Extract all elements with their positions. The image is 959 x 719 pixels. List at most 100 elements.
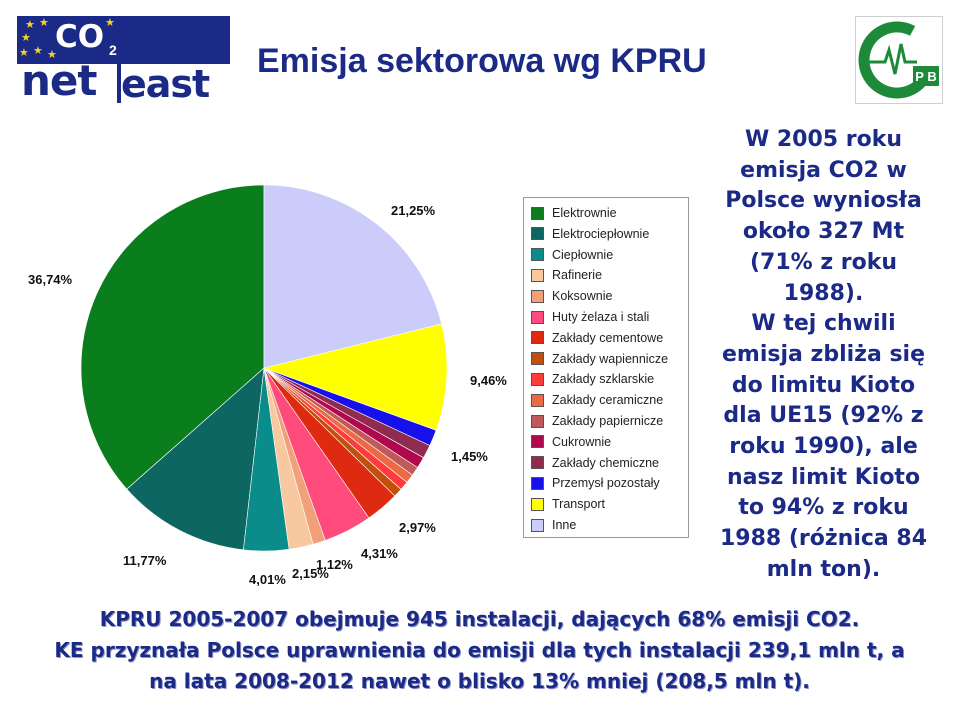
legend-item-zaklady-cementowe: Zakłady cementowe [531,330,663,346]
pie-slices [80,184,448,552]
side-note-line: 1988 (różnica 84 [719,526,928,552]
legend-item-elektrownie: Elektrownie [531,205,617,221]
logo-co2-text: CO [55,19,105,55]
side-note-line: W tej chwili [751,311,896,337]
pie-slice-elektrownie [80,184,265,490]
bottom-note-line: KPRU 2005-2007 obejmuje 945 instalacji, … [99,607,860,631]
legend-swatch [531,372,544,386]
page-title: Emisja sektorowa wg KPRU [257,42,707,80]
legend-swatch [531,435,544,449]
legend-swatch [531,456,544,470]
legend-label: Zakłady szklarskie [552,372,655,387]
logo-divider [117,64,121,103]
legend-label: Elektrociepłownie [552,226,650,241]
legend-label: Cukrownie [552,434,612,449]
data-label-przemysl-pozostaly: 1,45% [451,449,488,464]
chart-legend: Elektrownie Elektrociepłownie Ciepłownie Ra… [523,197,689,538]
legend-label: Inne [552,518,577,532]
data-label-inne: 21,25% [391,203,436,218]
legend-item-elektrocieplownie: Elektrociepłownie [531,226,649,242]
side-note: W 2005 roku emisja CO2 w Polsce wyniosła ok… [696,125,951,586]
side-note-line: to 94% z roku [738,495,909,521]
legend-swatch [531,497,544,511]
legend-item-przemysl-pozostaly: Przemysł pozostały [531,475,660,491]
legend-swatch [531,268,544,282]
side-note-line: Polsce wyniosła [725,188,922,214]
pb-logo: P B [855,16,943,104]
pie-slice-elektrocieplownie [126,367,265,551]
legend-item-zaklady-ceramiczne: Zakłady ceramiczne [531,392,663,408]
bottom-note-line: KE przyznała Polsce uprawnienia do emisj… [54,638,905,662]
legend-item-cukrownie: Cukrownie [531,434,611,450]
side-note-line: nasz limit Kioto [726,464,921,490]
legend-item-koksownie: Koksownie [531,288,612,304]
side-note-line: emisja CO2 w [740,157,907,183]
legend-label: Huty żelaza i stali [552,310,650,324]
legend-item-cieplownie: Ciepłownie [531,247,613,263]
side-note-line: roku 1990), ale [729,434,918,460]
legend-label: Ciepłownie [552,247,614,262]
legend-swatch [531,518,544,532]
bottom-note-line: na lata 2008-2012 nawet o blisko 13% mni… [149,669,810,693]
legend-swatch [531,289,544,303]
legend-label: Przemysł pozostały [552,476,660,491]
legend-label: Zakłady wapiennicze [552,351,669,366]
logo-east-text: east [121,62,210,106]
legend-swatch [531,476,544,490]
data-label-koksownie: 1,12% [316,557,353,572]
logo-bottom-band [17,64,230,103]
side-note-line: dla UE15 (92% z [723,403,924,429]
legend-swatch [531,352,544,366]
star-icon: ★ [33,45,43,57]
pie-chart: 36,74% 11,77% 4,01% 2,15%1,12% 4,31%2,97% 1,4… [28,184,507,587]
co2-neteast-logo: ★ ★ ★ ★ ★ ★ ★ CO 2 net east [17,16,230,106]
legend-swatch [531,414,544,428]
star-icon: ★ [19,47,29,59]
star-icon: ★ [25,19,35,31]
legend-item-inne: Inne [531,517,576,533]
data-label-transport: 9,46% [470,373,507,388]
legend-item-zaklady-wapiennicze: Zakłady wapiennicze [531,351,668,367]
legend-label: Transport [552,497,606,512]
side-note-line: do limitu Kioto [731,372,916,398]
star-icon: ★ [47,49,57,61]
legend-swatch [531,393,544,407]
bottom-note: KPRU 2005-2007 obejmuje 945 instalacji, … [0,604,959,697]
data-label-elektrownie: 36,74% [28,272,73,287]
pie-slice-transport [262,323,448,431]
legend-label: Elektrownie [552,206,617,220]
side-note-line: 1988). [783,280,864,306]
legend-item-huty-zelaza-i-stali: Huty żelaza i stali [531,309,649,325]
side-note-line: mln ton). [766,556,881,582]
logo-net-text: net [21,56,97,105]
legend-swatch [531,227,544,241]
legend-item-zaklady-chemiczne: Zakłady chemiczne [531,455,659,471]
data-label-elektrocieplownie: 11,77% [123,553,167,568]
legend-label: Zakłady cementowe [552,330,664,345]
side-note-line: W 2005 roku [744,127,903,152]
logo-top-band [17,16,230,64]
legend-label: Zakłady papiernicze [552,414,664,428]
legend-label: Rafinerie [552,268,603,283]
legend-label: Zakłady ceramiczne [552,393,664,408]
side-note-line: emisja zbliża się [721,341,926,367]
legend-swatch [531,248,544,262]
pie-labels: 36,74% 11,77% 4,01% 2,15%1,12% 4,31%2,97% 1,4… [28,203,507,587]
legend-label: Koksownie [552,289,613,304]
star-icon: ★ [39,17,49,29]
pie-slice-inne [263,184,442,369]
side-note-line: (71% z roku [749,249,898,275]
star-icon: ★ [105,17,115,29]
data-label-rafinerie: 2,15% [292,566,329,581]
legend-item-zaklady-papiernicze: Zakłady papiernicze [531,413,663,429]
star-icon: ★ [21,32,31,44]
data-label-cieplownie: 4,01% [249,572,286,587]
legend-swatch [531,206,544,220]
legend-swatch [531,310,544,324]
legend-swatch [531,331,544,345]
legend-item-rafinerie: Rafinerie [531,267,602,283]
data-label-zaklady-cementowe: 2,97% [399,520,436,535]
side-note-line: około 327 Mt [742,219,905,245]
logo-pb-text: P B [915,69,936,84]
legend-label: Zakłady chemiczne [552,455,659,470]
